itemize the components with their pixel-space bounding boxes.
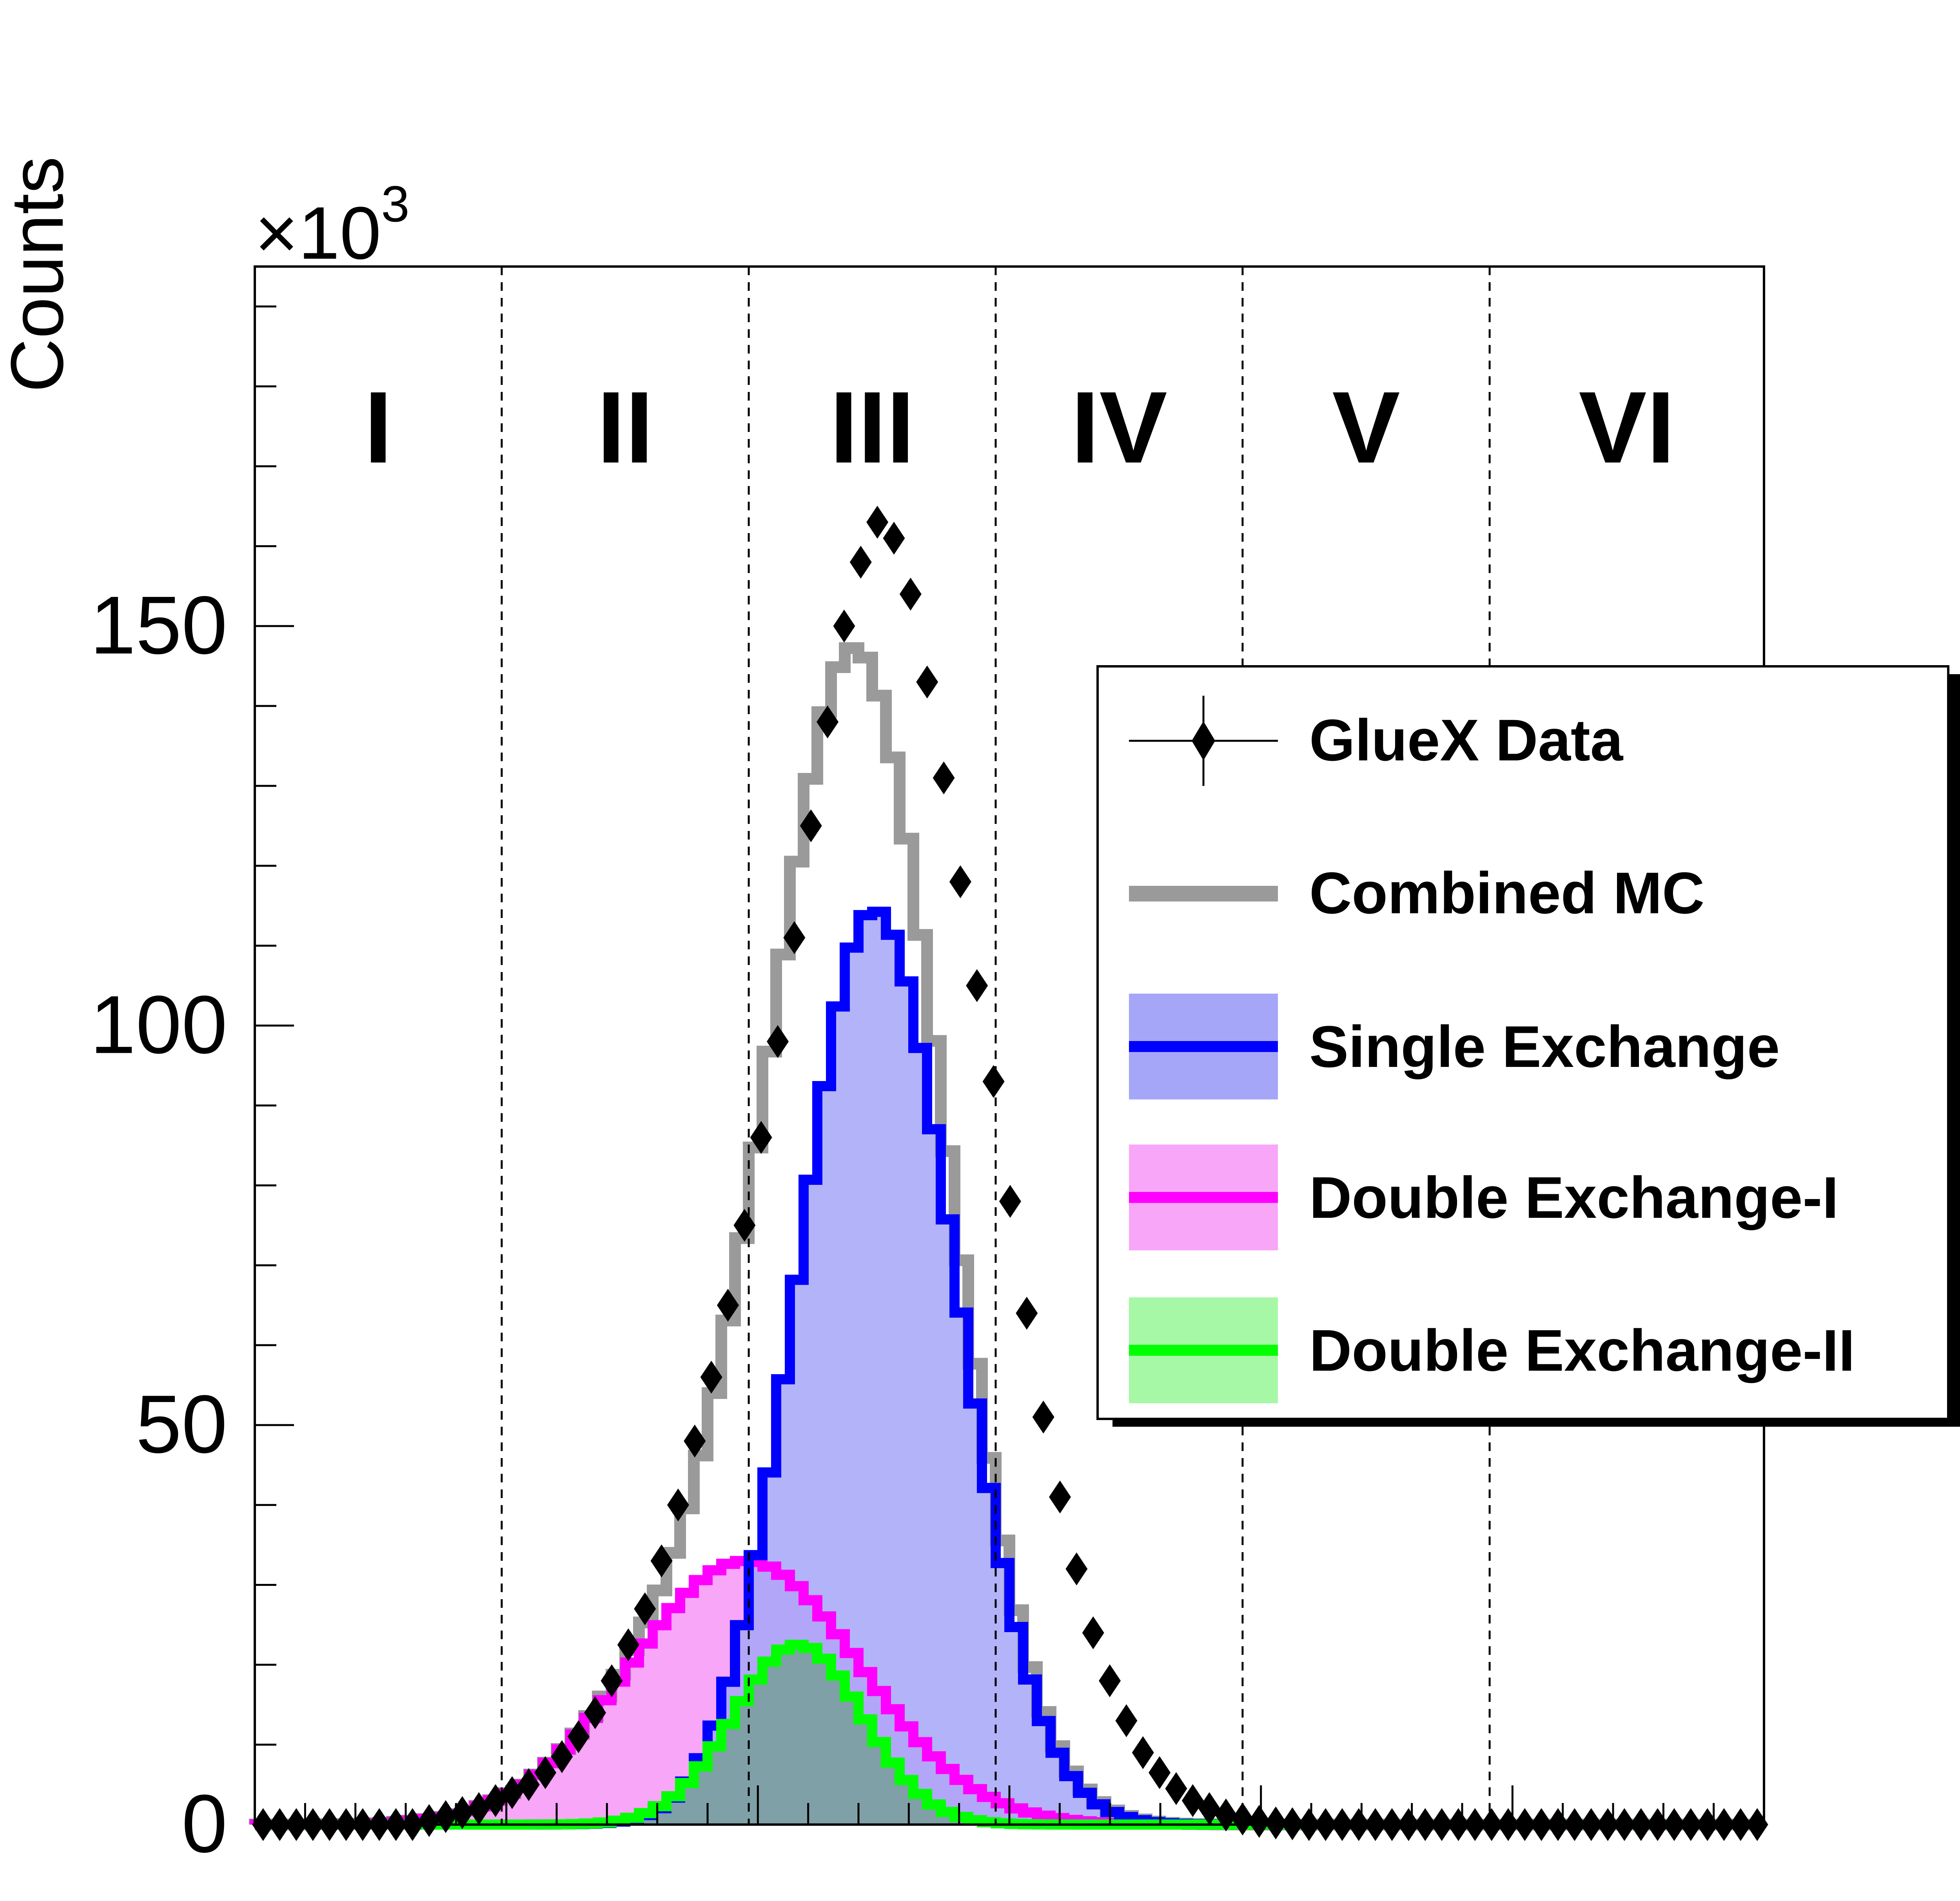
data-point [1132,1736,1154,1769]
data-point [418,1804,440,1837]
data-point [601,1664,623,1698]
y-tick-label: 100 [90,979,227,1071]
data-point [667,1488,689,1522]
legend-label-double1: Double Exchange-I [1309,1165,1838,1230]
legend-label-combined: Combined MC [1309,860,1704,926]
data-point [1049,1480,1071,1514]
region-label-v: V [1332,371,1401,484]
data-point [1149,1756,1171,1789]
data-point [1181,1784,1204,1817]
data-point [517,1768,540,1801]
region-label-ii: II [597,371,653,484]
data-point [1082,1616,1104,1649]
y-tick-label: 0 [181,1778,227,1870]
data-point [1248,1805,1270,1838]
data-point [551,1740,573,1773]
data-point [534,1756,557,1789]
single-fill [255,912,1764,1825]
y-multiplier: ×103 [255,175,410,275]
data-point [833,609,855,643]
frame: 0 50 100 150 [90,265,1765,1870]
data-point [999,1185,1021,1218]
legend-entry-combined: Combined MC [1129,860,1704,926]
data-point [949,865,971,898]
y-axis-label: Counts [0,156,79,392]
region-label-iv: IV [1071,371,1168,484]
data-point [883,522,905,555]
data-point [684,1424,706,1458]
data-point [1032,1400,1054,1434]
data-point [817,705,839,738]
data-point [1016,1297,1038,1330]
region-label-iii: III [830,371,915,484]
double1-fill [255,1561,1764,1825]
data-point [933,761,955,795]
data-point [617,1628,639,1662]
region-label-vi: VI [1579,371,1675,484]
data-point [767,1025,789,1058]
legend-data-marker [1192,721,1215,760]
legend-entry-double1: Double Exchange-I [1129,1145,1838,1250]
data-point [1115,1704,1138,1737]
region-labels: I II III IV V VI [364,371,1675,484]
data-point [750,1121,772,1154]
legend-entry-data: GlueX Data [1129,696,1624,786]
data-point [650,1544,673,1578]
data-point [982,1065,1005,1098]
data-point [733,1209,756,1242]
y-tick-label: 50 [136,1378,227,1470]
data-point [634,1592,656,1625]
y-tick-label: 150 [90,579,227,671]
data-point [1165,1772,1187,1805]
region-label-i: I [364,371,392,484]
data-point [849,546,872,579]
data-point [899,577,922,611]
data-point [916,666,938,698]
data-point [866,506,889,539]
legend-label-single: Single Exchange [1309,1014,1780,1079]
y-multiplier-exp: 3 [381,175,409,232]
legend-label-data: GlueX Data [1309,707,1624,773]
data-point [584,1696,606,1729]
data-point [485,1784,507,1817]
data-point [1215,1798,1237,1832]
data-point [1265,1806,1287,1839]
data-point [1099,1664,1121,1698]
y-multiplier-base: ×10 [255,192,381,275]
legend-entry-single: Single Exchange [1129,994,1780,1099]
legend: GlueX Data Combined MC Single Exchange D… [1096,665,1960,1427]
data-point [1231,1802,1254,1836]
data-point [966,969,988,1002]
data-point [567,1720,590,1753]
data-point [700,1360,722,1394]
data-point [1065,1552,1088,1585]
data-point [468,1792,490,1825]
data-point [717,1289,739,1322]
data-point [800,809,822,842]
data-point [783,921,806,954]
data-point [1198,1792,1221,1825]
legend-label-double2: Double Exchange-II [1309,1317,1855,1383]
legend-entry-double2: Double Exchange-II [1129,1297,1855,1403]
